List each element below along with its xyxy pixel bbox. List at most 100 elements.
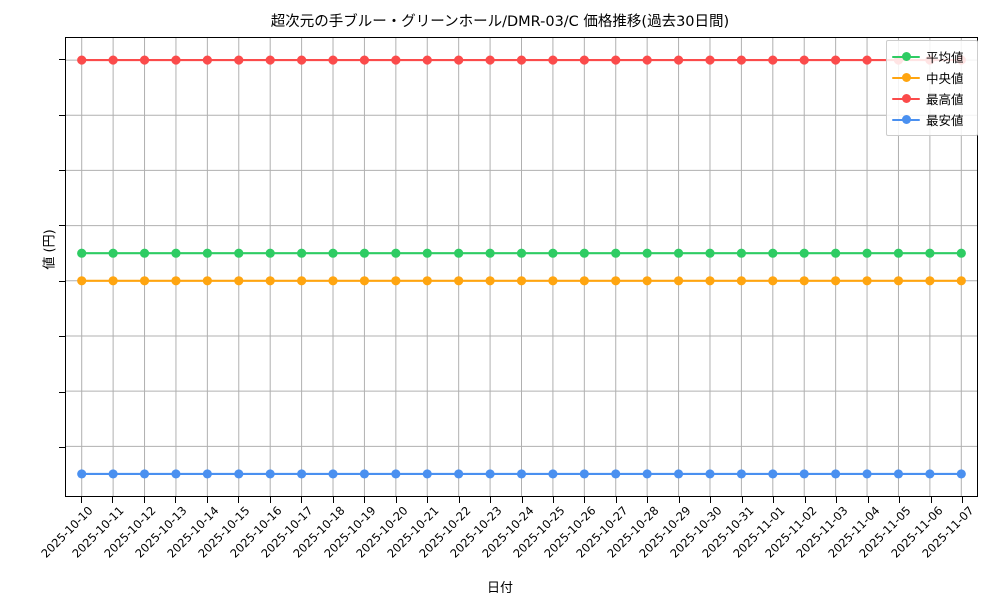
x-tick-mark (206, 497, 208, 503)
data-point-marker (108, 469, 118, 479)
data-point-marker (673, 276, 684, 286)
data-point-marker (768, 55, 778, 65)
data-point-marker (579, 276, 589, 286)
data-point-marker (705, 248, 715, 258)
data-point-marker (422, 469, 432, 479)
data-point-marker (705, 469, 715, 479)
data-point-marker (548, 248, 558, 258)
legend-item[interactable]: 最安値 (892, 109, 971, 130)
data-point-marker (422, 276, 432, 286)
legend-label: 最安値 (926, 113, 964, 128)
data-point-marker (611, 469, 621, 479)
data-point-marker (516, 469, 527, 479)
grid-lines (66, 38, 977, 496)
data-point-marker (359, 55, 370, 65)
data-point-marker (139, 276, 150, 286)
data-point-marker (297, 276, 307, 286)
x-tick-mark (678, 497, 680, 503)
data-point-marker (422, 248, 432, 258)
data-point-marker (359, 276, 370, 286)
x-tick-mark (301, 497, 303, 503)
x-tick-mark (364, 497, 366, 503)
data-point-marker (831, 469, 841, 479)
x-tick-mark (80, 497, 82, 503)
chart-title: 超次元の手ブルー・グリーンホール/DMR-03/C 価格推移(過去30日間) (270, 14, 730, 30)
data-point-marker (422, 55, 432, 65)
data-point-marker (611, 248, 621, 258)
data-point-marker (77, 276, 87, 286)
data-point-marker (956, 276, 966, 286)
data-point-marker (485, 276, 495, 286)
data-point-marker (108, 248, 118, 258)
data-point-marker (234, 276, 244, 286)
x-tick-mark (490, 497, 492, 503)
x-tick-mark (899, 497, 901, 503)
y-tick-mark (59, 391, 65, 393)
data-point-marker (768, 469, 778, 479)
legend-swatch-icon (892, 113, 920, 127)
data-point-marker (642, 55, 652, 65)
data-point-marker (548, 276, 558, 286)
data-point-marker (642, 248, 652, 258)
data-point-marker (454, 55, 464, 65)
data-point-marker (831, 55, 841, 65)
data-point-marker (736, 248, 746, 258)
x-tick-mark (238, 497, 240, 503)
x-tick-mark (804, 497, 806, 503)
data-point-marker (862, 276, 872, 286)
x-tick-mark (741, 497, 743, 503)
x-tick-mark (427, 497, 429, 503)
x-tick-mark (710, 497, 712, 503)
data-point-marker (548, 469, 558, 479)
data-point-marker (705, 55, 715, 65)
data-point-marker (642, 276, 652, 286)
x-tick-mark (175, 497, 177, 503)
data-point-marker (391, 248, 401, 258)
legend-swatch-icon (892, 71, 920, 85)
data-point-marker (768, 276, 778, 286)
data-point-marker (893, 276, 904, 286)
data-point-marker (171, 469, 181, 479)
data-point-marker (108, 55, 118, 65)
data-point-marker (736, 469, 746, 479)
data-point-marker (234, 55, 244, 65)
x-tick-mark (836, 497, 838, 503)
data-point-marker (579, 469, 589, 479)
data-point-marker (265, 276, 275, 286)
data-point-marker (925, 276, 935, 286)
data-point-marker (139, 469, 150, 479)
x-tick-mark (395, 497, 397, 503)
data-point-marker (328, 469, 338, 479)
legend-swatch-icon (892, 92, 920, 106)
data-point-marker (234, 469, 244, 479)
data-point-marker (139, 248, 150, 258)
x-tick-mark (584, 497, 586, 503)
data-point-marker (736, 55, 746, 65)
y-tick-mark (59, 447, 65, 449)
legend-item[interactable]: 中央値 (892, 67, 971, 88)
data-point-marker (328, 248, 338, 258)
x-axis-label: 日付 (486, 581, 513, 596)
legend-item[interactable]: 平均値 (892, 46, 971, 67)
data-point-marker (516, 276, 527, 286)
data-point-marker (202, 276, 212, 286)
data-point-marker (579, 55, 589, 65)
data-point-marker (579, 248, 589, 258)
y-tick-mark (59, 114, 65, 116)
data-point-marker (516, 248, 527, 258)
data-point-marker (171, 276, 181, 286)
legend-item[interactable]: 最高値 (892, 88, 971, 109)
x-tick-mark (332, 497, 334, 503)
data-point-marker (202, 469, 212, 479)
data-point-marker (956, 469, 966, 479)
y-axis-label: 値 (円) (42, 229, 58, 270)
data-point-marker (108, 276, 118, 286)
plot-area (65, 37, 978, 497)
chart-legend: 平均値 中央値 最高値最安値 (886, 40, 978, 136)
data-point-marker (359, 469, 370, 479)
data-point-marker (736, 276, 746, 286)
data-point-marker (297, 248, 307, 258)
data-point-marker (862, 248, 872, 258)
data-point-marker (77, 55, 87, 65)
